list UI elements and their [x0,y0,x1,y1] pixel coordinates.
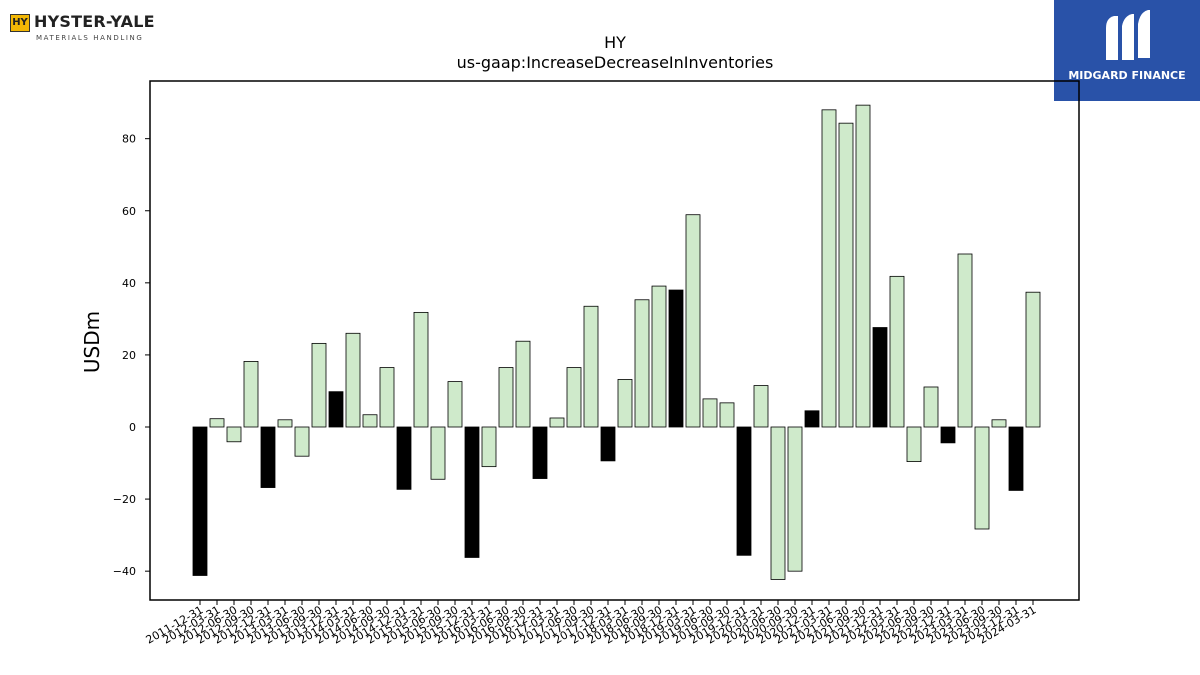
bar-2016-06-30 [498,367,514,428]
bar-2019-03-31 [685,214,701,428]
bar-2021-09-30 [855,104,871,428]
bar-2017-06-30 [566,367,582,428]
bar-2018-09-30 [651,285,667,428]
bar-2012-06-30 [226,426,242,443]
bar-2023-09-30 [991,419,1007,428]
bar-2013-03-31 [277,419,293,428]
y-tick-label: 0 [129,421,136,434]
y-axis: −40 −20 0 20 40 60 80 [113,133,150,578]
bar-2022-12-31 [940,426,956,444]
bar-2016-03-31 [481,426,497,468]
hyster-yale-logo-name: HYSTER-YALE [34,12,155,31]
bar-2021-06-30 [838,122,854,428]
bar-2023-06-30 [974,426,990,530]
bar-2020-12-31 [804,410,820,428]
x-axis: 2011-12-312012-03-312012-06-302012-09-30… [144,600,1039,647]
hyster-yale-logo: HY HYSTER-YALE MATERIALS HANDLING [8,8,158,48]
bar-2013-06-30 [294,426,310,457]
bar-2019-06-30 [702,398,718,428]
y-tick-label: 80 [122,133,136,146]
bar-2022-06-30 [906,426,922,462]
bar-2011-12-31 [192,426,208,576]
y-axis-label: USDm [80,311,104,373]
bar-2014-03-31 [345,332,361,428]
plot-frame [149,80,1080,601]
y-tick-label: 40 [122,277,136,290]
bar-2022-09-30 [923,386,939,428]
y-tick-label: −20 [113,493,136,506]
bar-2016-09-30 [515,340,531,428]
bar-2012-03-31 [209,418,225,428]
bar-2014-06-30 [362,414,378,428]
bar-2012-12-31 [260,426,276,488]
bar-2014-09-30 [379,367,395,428]
bar-2012-09-30 [243,361,259,428]
bar-2017-03-31 [549,417,565,428]
bar-2021-03-31 [821,109,837,428]
bar-2024-03-31 [1025,291,1041,428]
bar-2014-12-31 [396,426,412,490]
bar-2023-03-31 [957,253,973,428]
midgard-emblem-icon [1106,10,1150,60]
bar-2013-09-30 [311,342,327,428]
bar-2017-12-31 [600,426,616,462]
bar-2015-09-30 [447,381,463,428]
chart-subtitle: us-gaap:IncreaseDecreaseInInventories [457,53,774,72]
bar-2013-12-31 [328,391,344,428]
hyster-yale-logo-mark: HY [10,14,30,32]
bar-2018-06-30 [634,299,650,428]
bar-2020-03-31 [753,385,769,428]
bars-group [192,104,1041,580]
bar-2018-03-31 [617,379,633,428]
bar-2019-09-30 [719,402,735,428]
chart-title: HY [604,33,626,52]
bar-2019-12-31 [736,426,752,556]
bar-2021-12-31 [872,327,888,428]
hyster-yale-logo-tagline: MATERIALS HANDLING [36,34,144,42]
bar-2015-03-31 [413,311,429,428]
bar-2015-12-31 [464,426,480,558]
bar-2015-06-30 [430,426,446,480]
y-tick-label: 20 [122,349,136,362]
y-tick-label: 60 [122,205,136,218]
bar-2023-12-31 [1008,426,1024,491]
bar-2016-12-31 [532,426,548,479]
bar-2018-12-31 [668,289,684,428]
midgard-finance-name: MIDGARD FINANCE [1068,69,1186,82]
bar-2017-09-30 [583,305,599,428]
bar-2022-03-31 [889,275,905,428]
y-tick-label: −40 [113,565,136,578]
bar-2020-09-30 [787,426,803,572]
bar-2020-06-30 [770,426,786,580]
